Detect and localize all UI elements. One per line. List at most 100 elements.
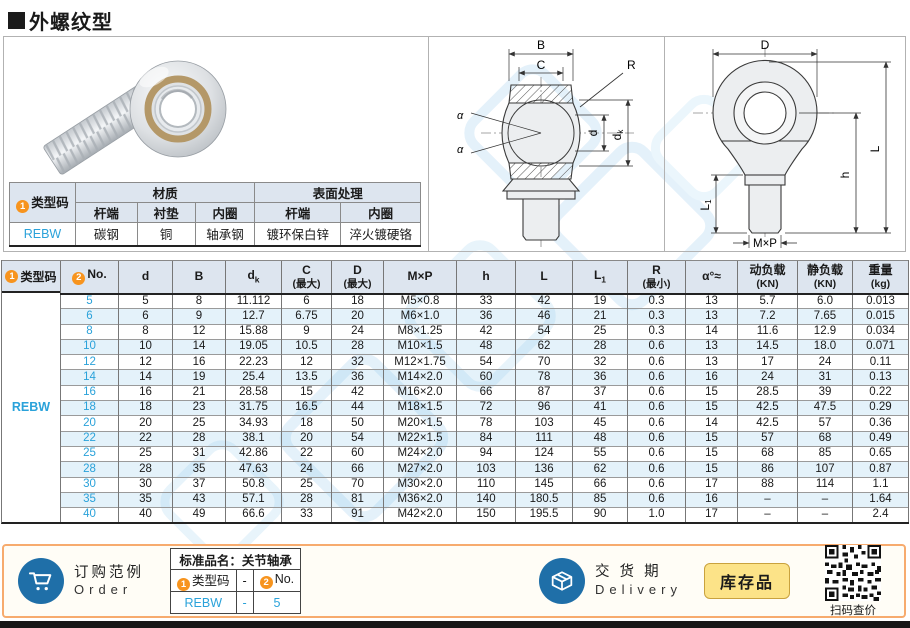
circled-1-icon: 1 bbox=[16, 199, 30, 213]
spec-cell: 0.3 bbox=[627, 323, 686, 340]
spec-cell: M18×1.5 bbox=[383, 400, 457, 416]
spec-cell: 57 bbox=[797, 415, 853, 432]
spec-no-cell[interactable]: 22 bbox=[60, 430, 119, 447]
svg-text:L: L bbox=[868, 145, 882, 152]
spec-no-cell[interactable]: 20 bbox=[60, 415, 119, 432]
spec-cell: 19 bbox=[572, 293, 628, 309]
spec-cell: 17 bbox=[685, 507, 738, 524]
spec-cell: 28 bbox=[172, 430, 226, 447]
spec-no-cell[interactable]: 10 bbox=[60, 338, 119, 355]
spec-cell: 50 bbox=[331, 415, 384, 432]
spec-column-header: 动负载 (KN) bbox=[737, 260, 798, 295]
spec-column-header: dk bbox=[225, 260, 282, 295]
spec-cell: 15 bbox=[685, 430, 738, 447]
spec-cell: 54 bbox=[456, 354, 516, 370]
spec-cell: 28 bbox=[281, 491, 332, 508]
spec-cell: 9 bbox=[281, 323, 332, 340]
spec-cell: 44 bbox=[331, 400, 384, 416]
spec-no-cell[interactable]: 25 bbox=[60, 445, 119, 462]
order-code-value[interactable]: REBW bbox=[170, 591, 237, 614]
spec-cell: 42 bbox=[456, 323, 516, 340]
spec-cell: 145 bbox=[515, 476, 573, 493]
delivery-title-cn: 交 货 期 bbox=[595, 564, 662, 581]
spec-cell: 16 bbox=[118, 384, 173, 401]
spec-cell: 0.6 bbox=[627, 400, 686, 416]
spec-cell: 15 bbox=[685, 384, 738, 401]
spec-cell: M30×2.0 bbox=[383, 476, 457, 493]
spec-cell: 15 bbox=[281, 384, 332, 401]
order-no-value[interactable]: 5 bbox=[252, 591, 302, 614]
spec-grid: 2 No. d bbox=[60, 260, 909, 524]
table-row: 40 40 49 66.6 33 91 M42×2.0 150 195.5 90… bbox=[60, 507, 909, 524]
spec-cell: 28 bbox=[331, 338, 384, 355]
table-row: 35 35 43 57.1 28 81 M36×2.0 140 180.5 85… bbox=[60, 491, 909, 508]
order-no-label: 2 No. bbox=[252, 569, 302, 592]
spec-column-header: 静负载 (KN) bbox=[797, 260, 853, 295]
spec-cell: 33 bbox=[456, 293, 516, 309]
spec-no-cell[interactable]: 30 bbox=[60, 476, 119, 493]
spec-cell: 0.11 bbox=[852, 354, 909, 370]
spec-cell: 9 bbox=[172, 308, 226, 325]
spec-cell: 42.86 bbox=[225, 445, 282, 462]
spec-no-cell[interactable]: 5 bbox=[60, 293, 119, 309]
spec-cell: 14 bbox=[172, 338, 226, 355]
spec-no-cell[interactable]: 6 bbox=[60, 308, 119, 325]
type-code-value[interactable]: REBW bbox=[11, 400, 51, 415]
spec-cell: 48 bbox=[572, 430, 628, 447]
spec-cell: 13 bbox=[685, 308, 738, 325]
spec-table: 1 类型码 REBW 2 No. bbox=[1, 260, 909, 524]
spec-cell: 1.0 bbox=[627, 507, 686, 524]
spec-cell: 0.22 bbox=[852, 384, 909, 401]
spec-no-cell[interactable]: 40 bbox=[60, 507, 119, 524]
spec-cell: 10 bbox=[118, 338, 173, 355]
spec-cell: M22×1.5 bbox=[383, 430, 457, 447]
materials-cell: 轴承钢 bbox=[194, 221, 256, 247]
spec-no-cell[interactable]: 8 bbox=[60, 323, 119, 340]
spec-cell: 48 bbox=[456, 338, 516, 355]
materials-cell: 镀环保白锌 bbox=[254, 221, 342, 247]
spec-cell: 36 bbox=[456, 308, 516, 325]
photo-panel: 1 类型码 材质 表面处理 杆端 衬垫 内圈 杆端 内圈 REBW 碳钢 铜 轴承… bbox=[4, 37, 428, 251]
spec-cell: 47.63 bbox=[225, 461, 282, 478]
spec-cell: 0.3 bbox=[627, 293, 686, 309]
spec-cell: 68 bbox=[797, 430, 853, 447]
spec-cell: 15 bbox=[685, 461, 738, 478]
spec-no-cell[interactable]: 14 bbox=[60, 369, 119, 386]
table-row: 22 22 28 38.1 20 54 M22×1.5 84 111 48 0.… bbox=[60, 430, 909, 447]
spec-cell: 23 bbox=[172, 400, 226, 416]
spec-column-header: D (最大) bbox=[331, 260, 384, 295]
svg-text:α: α bbox=[457, 110, 464, 122]
spec-cell: 136 bbox=[515, 461, 573, 478]
spec-no-cell[interactable]: 35 bbox=[60, 491, 119, 508]
spec-cell: 10.5 bbox=[281, 338, 332, 355]
spec-cell: 96 bbox=[515, 400, 573, 416]
spec-cell: 62 bbox=[572, 461, 628, 478]
spec-no-cell[interactable]: 16 bbox=[60, 384, 119, 401]
svg-text:D: D bbox=[761, 38, 770, 52]
spec-cell: M14×2.0 bbox=[383, 369, 457, 386]
spec-cell: 46 bbox=[515, 308, 573, 325]
spec-cell: 11.112 bbox=[225, 293, 282, 309]
order-type-label: 1 类型码 bbox=[170, 569, 237, 592]
spec-no-cell[interactable]: 18 bbox=[60, 400, 119, 416]
spec-cell: 90 bbox=[572, 507, 628, 524]
spec-no-cell[interactable]: 28 bbox=[60, 461, 119, 478]
spec-cell: 8 bbox=[172, 293, 226, 309]
spec-cell: 114 bbox=[797, 476, 853, 493]
spec-cell: 66 bbox=[331, 461, 384, 478]
svg-text:B: B bbox=[537, 38, 545, 52]
spec-cell: 42 bbox=[515, 293, 573, 309]
spec-cell: 6.0 bbox=[797, 293, 853, 309]
table-row: 28 28 35 47.63 24 66 M27×2.0 103 136 62 … bbox=[60, 461, 909, 478]
delivery-title-en: Delivery bbox=[595, 581, 682, 597]
materials-subheader: 衬垫 bbox=[136, 201, 196, 223]
stock-badge: 库存品 bbox=[703, 563, 790, 599]
spec-cell: 7.2 bbox=[737, 308, 798, 325]
spec-cell: 57.1 bbox=[225, 491, 282, 508]
spec-cell: M12×1.75 bbox=[383, 354, 457, 370]
svg-text:L1: L1 bbox=[698, 199, 713, 211]
spec-cell: 17 bbox=[685, 476, 738, 493]
spec-no-cell[interactable]: 12 bbox=[60, 354, 119, 370]
spec-cell: M6×1.0 bbox=[383, 308, 457, 325]
materials-code[interactable]: REBW bbox=[9, 221, 76, 247]
